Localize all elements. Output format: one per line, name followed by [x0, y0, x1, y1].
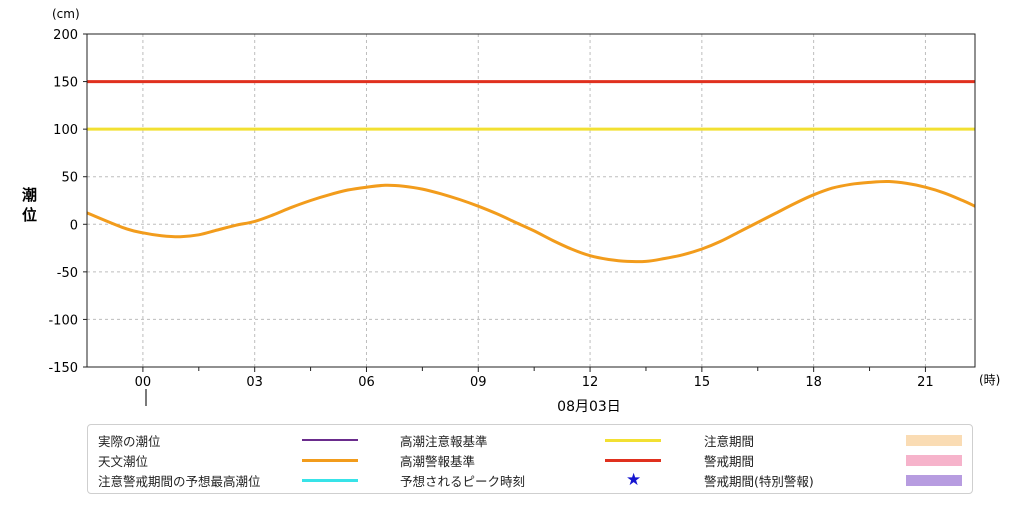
y-tick-label: 100 — [53, 123, 78, 138]
y-tick-label: -50 — [57, 266, 78, 281]
plot-frame — [86, 33, 976, 368]
legend-swatch-box — [906, 475, 962, 486]
legend-item: 注意警戒期間の予想最高潮位 — [98, 470, 261, 490]
legend-item: 予想されるピーク時刻 — [400, 470, 525, 490]
legend-swatch-line — [302, 479, 358, 482]
legend-swatch-box — [906, 455, 962, 466]
legend-item: 警戒期間 — [704, 450, 754, 470]
legend-item: 注意期間 — [704, 430, 754, 450]
legend-swatch-line — [605, 459, 661, 462]
legend-label: 警戒期間(特別警報) — [704, 473, 814, 489]
y-tick-label: 200 — [53, 28, 78, 43]
legend-label: 注意期間 — [704, 433, 755, 449]
legend-swatch-line — [302, 439, 358, 441]
x-tick-label: 21 — [917, 375, 934, 390]
y-tick-label: 150 — [53, 76, 78, 91]
legend-item: 高潮警報基準 — [400, 450, 475, 470]
y-tick-label: -150 — [48, 361, 78, 376]
threshold-lines — [87, 80, 975, 131]
legend-label: 実際の潮位 — [98, 433, 161, 449]
legend-item: 高潮注意報基準 — [400, 430, 488, 450]
x-tick-label: 18 — [805, 375, 822, 390]
y-tick-label: 0 — [70, 218, 78, 233]
legend-label: 警戒期間 — [704, 453, 755, 469]
legend-swatch-line — [302, 459, 358, 462]
x-unit-label: (時) — [979, 373, 1000, 387]
x-tick-label: 09 — [470, 375, 487, 390]
legend-item: 実際の潮位 — [98, 430, 161, 450]
x-tick-label: 00 — [135, 375, 152, 390]
legend-item: 天文潮位 — [98, 450, 148, 470]
legend-label: 高潮注意報基準 — [400, 433, 488, 449]
x-tick-label: 03 — [246, 375, 263, 390]
legend-swatch-line — [605, 439, 661, 442]
y-tick-label: -100 — [48, 313, 78, 328]
series-group — [86, 179, 976, 264]
legend-label: 注意警戒期間の予想最高潮位 — [98, 473, 261, 489]
y-unit-label: (cm) — [52, 7, 80, 21]
date-label: 08月03日 — [557, 399, 621, 415]
x-axis: 00 03 06 09 12 15 18 21 — [135, 367, 934, 390]
legend: 実際の潮位天文潮位注意警戒期間の予想最高潮位 高潮注意報基準 高潮警報基準予想される… — [87, 424, 973, 494]
x-tick-label: 12 — [582, 375, 599, 390]
x-tick-label: 15 — [694, 375, 711, 390]
legend-item: 警戒期間(特別警報) — [704, 470, 814, 490]
x-tick-label: 06 — [358, 375, 375, 390]
y-axis-label-char-1: 潮 — [22, 186, 37, 204]
y-tick-label: 50 — [61, 171, 78, 186]
legend-label: 予想されるピーク時刻 — [400, 473, 526, 489]
series-line-tenmon — [86, 179, 976, 264]
legend-star-icon: ★ — [626, 470, 642, 490]
y-axis-label-char-2: 位 — [22, 206, 37, 224]
legend-swatch-box — [906, 435, 962, 446]
y-axis: 200 150 100 50 0 -50 -100 -150 — [48, 28, 87, 376]
grid-lines — [87, 34, 975, 367]
legend-label: 天文潮位 — [98, 453, 149, 469]
legend-label: 高潮警報基準 — [400, 453, 476, 469]
